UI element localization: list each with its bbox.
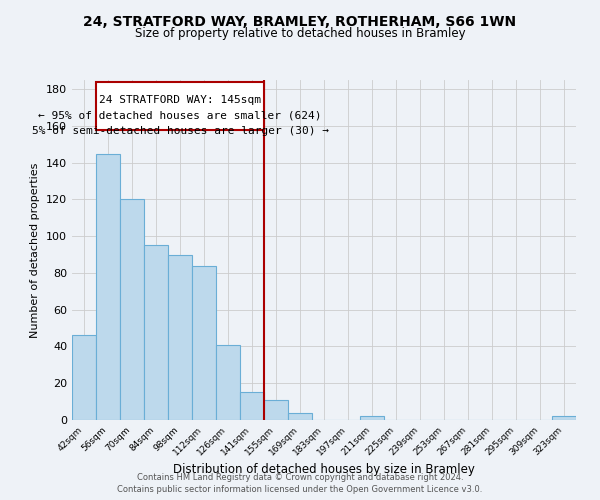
Text: ← 95% of detached houses are smaller (624): ← 95% of detached houses are smaller (62… [38, 110, 322, 120]
Bar [216, 344, 240, 420]
Text: Size of property relative to detached houses in Bramley: Size of property relative to detached ho… [134, 28, 466, 40]
Y-axis label: Number of detached properties: Number of detached properties [31, 162, 40, 338]
Text: Contains public sector information licensed under the Open Government Licence v3: Contains public sector information licen… [118, 485, 482, 494]
Bar [552, 416, 576, 420]
Text: Contains HM Land Registry data © Crown copyright and database right 2024.: Contains HM Land Registry data © Crown c… [137, 472, 463, 482]
Text: 24 STRATFORD WAY: 145sqm: 24 STRATFORD WAY: 145sqm [99, 94, 261, 104]
X-axis label: Distribution of detached houses by size in Bramley: Distribution of detached houses by size … [173, 462, 475, 475]
Bar [240, 392, 264, 420]
Bar [264, 400, 288, 420]
Bar [168, 254, 192, 420]
Bar [192, 266, 216, 420]
Bar [288, 412, 312, 420]
Text: 24, STRATFORD WAY, BRAMLEY, ROTHERHAM, S66 1WN: 24, STRATFORD WAY, BRAMLEY, ROTHERHAM, S… [83, 15, 517, 29]
Bar [144, 246, 168, 420]
Bar [360, 416, 384, 420]
Bar [72, 336, 96, 420]
Bar [96, 154, 120, 420]
Bar [120, 200, 144, 420]
FancyBboxPatch shape [96, 82, 264, 130]
Text: 5% of semi-detached houses are larger (30) →: 5% of semi-detached houses are larger (3… [32, 126, 329, 136]
